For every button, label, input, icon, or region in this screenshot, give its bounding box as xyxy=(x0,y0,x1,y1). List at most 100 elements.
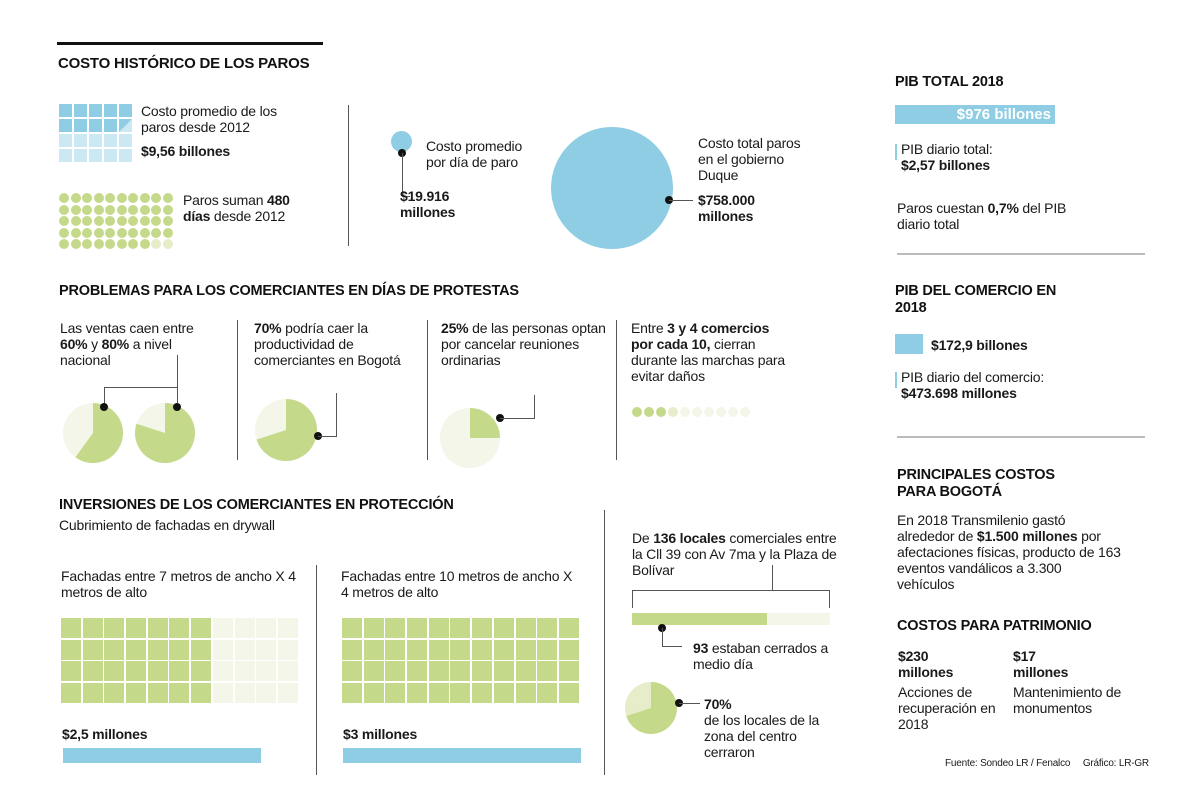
facade-square xyxy=(363,683,384,704)
problem-text-closures: Entre 3 y 4 comercios por cada 10, cierr… xyxy=(631,320,791,384)
grid-square xyxy=(74,119,87,132)
patrimonio-label-17: Mantenimiento de monumentos xyxy=(1013,684,1122,716)
facade-square xyxy=(537,639,558,660)
day-dot xyxy=(162,204,173,215)
day-dot xyxy=(162,239,173,249)
day-dot xyxy=(59,239,69,249)
grid-square xyxy=(89,104,102,117)
facade-square xyxy=(385,661,406,682)
facade-square xyxy=(212,618,233,638)
problem-text-productivity: 70% podría caer la productividad de come… xyxy=(254,320,419,368)
facade-label-7m: Fachadas entre 7 metros de ancho X 4 met… xyxy=(61,568,296,600)
commerce-dot xyxy=(716,407,726,417)
facade-square xyxy=(472,618,493,638)
emphasis-text: 70% xyxy=(254,320,282,336)
day-dot xyxy=(93,193,104,203)
day-dot xyxy=(151,227,161,238)
day-dot xyxy=(139,227,150,238)
facade-square xyxy=(407,661,428,682)
bracket-line xyxy=(632,590,633,608)
day-dot xyxy=(128,239,138,249)
bogota-title: PRINCIPALES COSTOS PARA BOGOTÁ xyxy=(897,467,1055,500)
facade-square xyxy=(493,639,514,660)
section-rule xyxy=(897,253,1145,255)
day-dot xyxy=(151,216,161,226)
day-dot xyxy=(139,193,150,203)
patrimonio-value-230: $230 millones xyxy=(898,648,954,680)
commerce-dot xyxy=(704,407,714,417)
facade-square xyxy=(191,661,212,682)
grid-square xyxy=(119,104,132,117)
grid-square xyxy=(89,134,102,147)
facade-square xyxy=(212,683,233,704)
text-segment: desde 2012 xyxy=(210,208,286,224)
pie-meetings-25 xyxy=(440,408,500,468)
text-segment: por afectaciones físicas, producto de 16… xyxy=(897,528,1121,592)
pib-daily-marker xyxy=(895,144,897,160)
grid-square xyxy=(74,134,87,147)
day-dot xyxy=(105,193,115,203)
day-dot xyxy=(128,216,138,226)
day-dot xyxy=(151,239,161,249)
facade-square xyxy=(428,618,449,638)
day-dot xyxy=(59,227,69,238)
day-dot xyxy=(82,193,92,203)
facade-square xyxy=(450,683,471,704)
grid-square xyxy=(119,119,132,132)
grid-square xyxy=(104,149,117,162)
facade-square xyxy=(82,618,103,638)
problems-title: PROBLEMAS PARA LOS COMERCIANTES EN DÍAS … xyxy=(59,283,519,299)
connector-line xyxy=(318,436,336,437)
day-dot xyxy=(139,239,150,249)
grid-square xyxy=(104,134,117,147)
facade-cost-bar-10m xyxy=(343,748,581,763)
facade-square xyxy=(363,618,384,638)
connector-line xyxy=(679,703,700,704)
per-day-circle xyxy=(391,131,412,152)
commerce-dot xyxy=(692,407,702,417)
day-dot xyxy=(82,227,92,238)
facade-square xyxy=(450,618,471,638)
emphasis-text: 136 locales xyxy=(653,530,726,546)
connector-line xyxy=(662,628,663,646)
day-dot xyxy=(116,239,127,249)
facade-square xyxy=(234,661,255,682)
day-dot xyxy=(82,216,92,226)
connector-line xyxy=(402,153,403,196)
day-dot xyxy=(139,204,150,215)
facade-square xyxy=(277,639,298,660)
closure-dot-row xyxy=(632,407,750,417)
facade-square xyxy=(428,639,449,660)
grid-square xyxy=(89,119,102,132)
facade-square xyxy=(363,661,384,682)
facade-square xyxy=(493,683,514,704)
day-dot xyxy=(128,227,138,238)
day-dot xyxy=(59,204,69,215)
facade-square xyxy=(61,661,81,682)
facade-square xyxy=(342,639,362,660)
facade-cost-bar-7m xyxy=(63,748,261,763)
text-segment: Costo promedio de los paros desde 2012 xyxy=(141,103,277,135)
days-text: Paros suman 480 días desde 2012 xyxy=(183,192,293,224)
per-day-value: $19.916 millones xyxy=(400,188,456,220)
emphasis-text: 60% xyxy=(60,336,88,352)
problem-text-sales: Las ventas caen entre 60% y 80% a nivel … xyxy=(60,320,210,368)
text-segment: Paros cuestan xyxy=(897,200,988,216)
facade-square xyxy=(428,661,449,682)
day-dot xyxy=(70,193,81,203)
facade-square xyxy=(61,618,81,638)
locales-bar-fill xyxy=(632,613,768,625)
day-dot xyxy=(162,227,173,238)
avg-cost-label: Costo promedio de los paros desde 2012 xyxy=(141,103,301,135)
pie-slice xyxy=(470,408,500,438)
commerce-dot xyxy=(728,407,738,417)
commerce-dot xyxy=(680,407,690,417)
facade-square xyxy=(82,683,103,704)
per-day-label: Costo promedio por día de paro xyxy=(426,138,523,170)
facade-square xyxy=(147,639,168,660)
facade-square xyxy=(191,618,212,638)
section-rule xyxy=(897,436,1145,438)
day-dot xyxy=(93,204,104,215)
facade-square xyxy=(104,661,125,682)
facade-square xyxy=(126,661,147,682)
